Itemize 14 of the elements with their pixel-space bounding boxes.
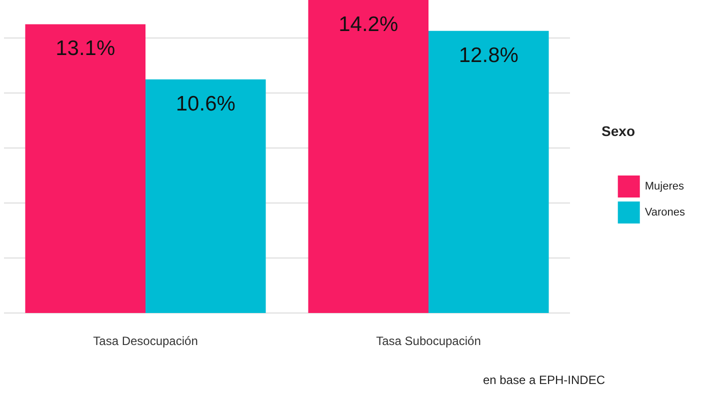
data-label: 14.2% xyxy=(338,13,398,36)
data-label: 12.8% xyxy=(458,44,518,67)
legend-label: Varones xyxy=(644,206,686,218)
legend-title: Sexo xyxy=(602,123,636,139)
data-label: 10.6% xyxy=(176,92,236,116)
x-tick-label: Tasa Subocupación xyxy=(376,334,481,348)
data-label: 13.1% xyxy=(56,37,116,60)
bar xyxy=(428,30,549,313)
bar xyxy=(25,24,146,313)
legend-label: Mujeres xyxy=(644,180,684,192)
bar xyxy=(308,0,428,313)
x-tick-label: Tasa Desocupación xyxy=(93,334,198,348)
text: en base a EPH-INDEC xyxy=(482,373,606,387)
bar xyxy=(146,79,266,313)
